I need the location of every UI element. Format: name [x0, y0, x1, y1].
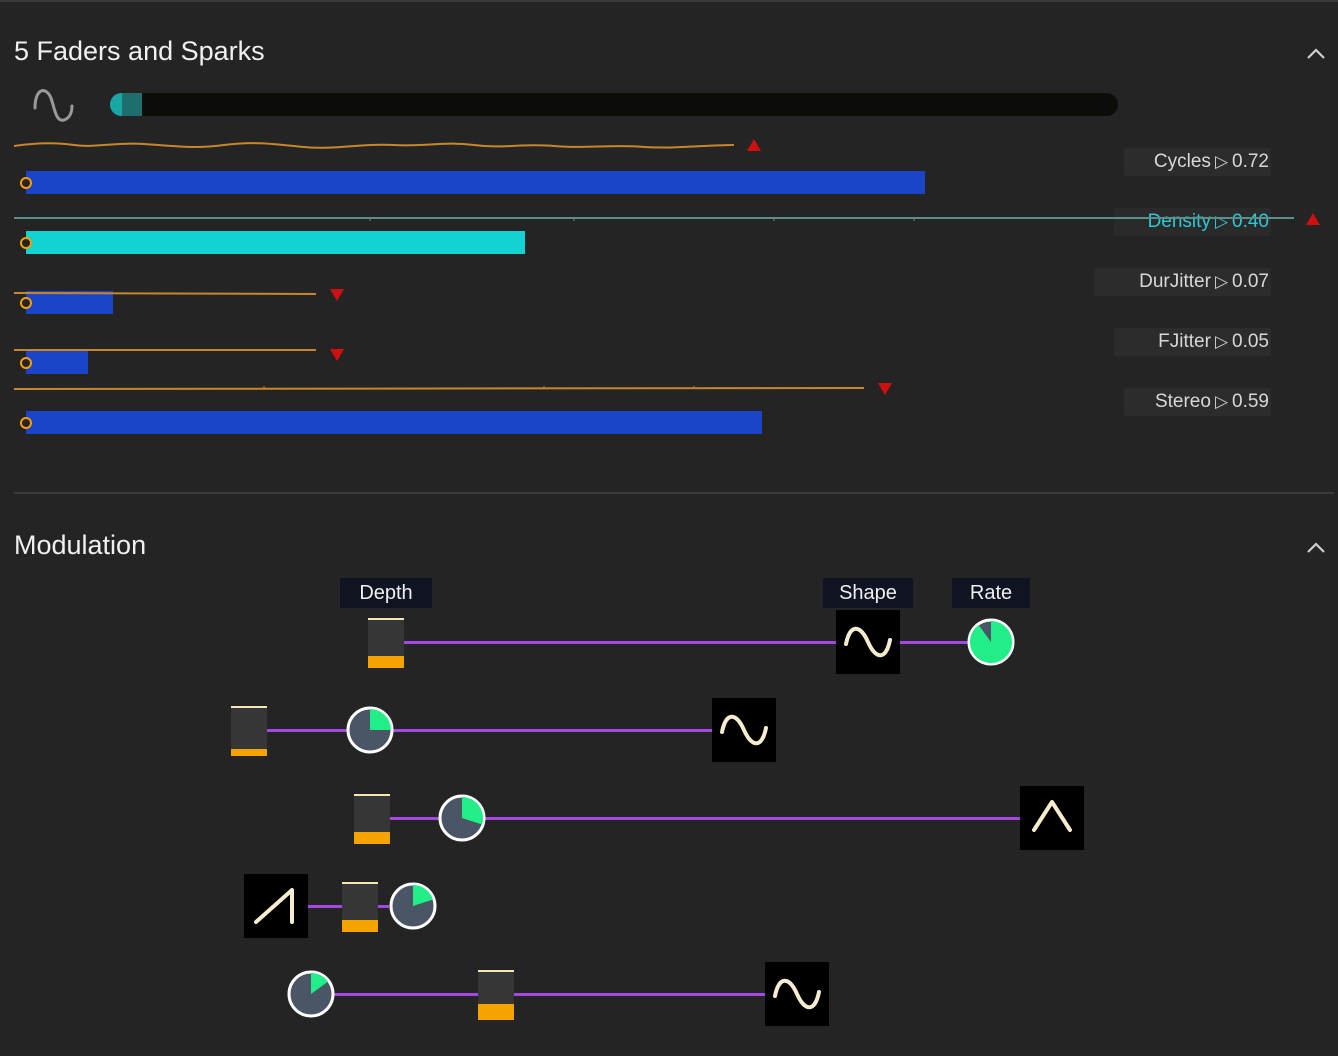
play-arrow-icon: ▷	[1214, 152, 1229, 171]
fader-name: Stereo	[1154, 391, 1211, 412]
fader-bar-cycles[interactable]	[26, 171, 925, 194]
depth-level	[231, 749, 267, 756]
section-title-modulation: Modulation	[14, 530, 147, 560]
modulation-link	[404, 641, 990, 644]
fader-bar-durjitter[interactable]	[26, 291, 113, 314]
triangle-wave-icon[interactable]	[1020, 786, 1084, 850]
fader-value: 0.05	[1232, 331, 1269, 352]
section-title-faders: 5 Faders and Sparks	[14, 36, 265, 66]
fader-bar-fjitter[interactable]	[26, 351, 88, 374]
fader-value-label-durjitter[interactable]: DurJitter ▷ 0.07	[1094, 268, 1271, 296]
fader-value: 0.72	[1232, 151, 1269, 172]
fader-value-label-density[interactable]: Density ▷ 0.40	[1114, 208, 1271, 236]
fader-handle-icon[interactable]	[20, 417, 32, 429]
fader-value: 0.59	[1232, 391, 1269, 412]
fader-handle-icon[interactable]	[20, 297, 32, 309]
play-arrow-icon: ▷	[1214, 332, 1229, 351]
depth-level	[478, 1004, 514, 1020]
fader-name: Cycles	[1153, 151, 1211, 172]
chevron-up-icon[interactable]	[1304, 42, 1328, 66]
sparkline-stereo	[14, 386, 865, 390]
sine-wave-icon	[33, 89, 74, 122]
sine-wave-icon[interactable]	[765, 962, 829, 1026]
warning-triangle-up-icon	[1306, 213, 1320, 225]
saw-wave-icon[interactable]	[244, 874, 308, 938]
depth-level	[342, 920, 378, 932]
depth-control[interactable]	[368, 618, 404, 668]
fader-value-label-cycles[interactable]: Cycles ▷ 0.72	[1124, 148, 1271, 176]
modulation-link	[267, 729, 712, 732]
rate-knob[interactable]	[389, 882, 437, 930]
depth-control[interactable]	[342, 882, 378, 932]
fader-value: 0.40	[1232, 211, 1269, 232]
fader-name: Density	[1147, 211, 1211, 232]
warning-triangle-down-icon	[878, 383, 892, 395]
warning-triangle-up-icon	[747, 139, 761, 151]
fader-handle-icon[interactable]	[20, 357, 32, 369]
sparkline-cycles	[14, 142, 735, 149]
rate-knob[interactable]	[346, 706, 394, 754]
fader-bar-stereo[interactable]	[26, 411, 762, 434]
depth-level	[354, 832, 390, 844]
depth-control[interactable]	[354, 794, 390, 844]
rate-knob[interactable]	[287, 970, 335, 1018]
modulation-link	[333, 993, 765, 996]
play-arrow-icon: ▷	[1214, 272, 1229, 291]
sparkline-fjitter	[14, 349, 316, 351]
section-divider	[14, 492, 1334, 494]
fader-value: 0.07	[1232, 271, 1269, 292]
fader-value-label-stereo[interactable]: Stereo ▷ 0.59	[1124, 388, 1271, 416]
play-arrow-icon: ▷	[1214, 212, 1229, 231]
chevron-up-icon[interactable]	[1304, 536, 1328, 560]
column-label-depth: Depth	[340, 578, 432, 608]
warning-triangle-down-icon	[330, 349, 344, 361]
sparkline-durjitter	[14, 292, 317, 295]
depth-control[interactable]	[231, 706, 267, 756]
fader-bar-density[interactable]	[26, 231, 525, 254]
modulation-link	[390, 817, 1020, 820]
sine-wave-icon[interactable]	[836, 610, 900, 674]
fader-value-label-fjitter[interactable]: FJitter ▷ 0.05	[1114, 328, 1271, 356]
depth-control[interactable]	[478, 970, 514, 1020]
fader-name: FJitter	[1158, 331, 1211, 352]
sparkline-density	[14, 217, 1294, 221]
playback-progress-fill	[110, 93, 142, 116]
top-divider	[0, 0, 1338, 2]
warning-triangle-down-icon	[330, 289, 344, 301]
playback-progress-track[interactable]	[110, 93, 1118, 116]
column-label-rate: Rate	[952, 578, 1030, 608]
fader-handle-icon[interactable]	[20, 237, 32, 249]
fader-handle-icon[interactable]	[20, 177, 32, 189]
fader-name: DurJitter	[1139, 271, 1211, 292]
sine-wave-icon[interactable]	[712, 698, 776, 762]
rate-knob[interactable]	[967, 618, 1015, 666]
rate-knob[interactable]	[438, 794, 486, 842]
column-label-shape: Shape	[823, 578, 913, 608]
depth-level	[368, 656, 404, 668]
play-arrow-icon: ▷	[1214, 392, 1229, 411]
